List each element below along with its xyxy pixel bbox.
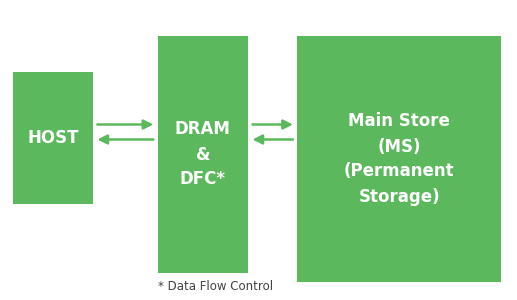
Bar — [158, 36, 248, 273]
Text: DRAM
&
DFC*: DRAM & DFC* — [175, 121, 231, 188]
Text: * Data Flow Control: * Data Flow Control — [158, 280, 273, 292]
Text: Main Store
(MS)
(Permanent
Storage): Main Store (MS) (Permanent Storage) — [344, 112, 454, 206]
Text: HOST: HOST — [27, 129, 79, 147]
Bar — [297, 36, 501, 282]
Bar — [13, 72, 93, 204]
